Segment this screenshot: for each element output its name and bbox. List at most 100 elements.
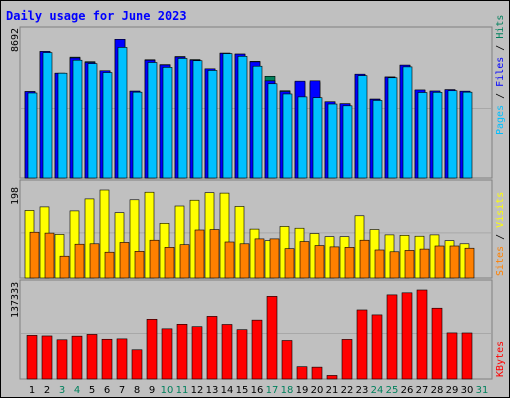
legend-kbytes: KBytes	[495, 341, 506, 377]
bar-kbytes-22	[341, 339, 353, 380]
bar-kbytes-29	[446, 332, 458, 380]
day-label-3: 3	[59, 385, 65, 396]
bar-pages-28	[432, 92, 443, 179]
bar-pages-10	[162, 67, 173, 179]
bar-pages-23	[357, 75, 368, 179]
bar-pages-3	[57, 72, 68, 179]
bar-pages-21	[327, 103, 338, 179]
legend-hits: Hits	[495, 15, 506, 39]
bar-sites-4	[74, 243, 85, 279]
bar-sites-22	[344, 247, 355, 279]
day-label-29: 29	[446, 385, 459, 396]
bar-kbytes-3	[56, 339, 68, 380]
bar-kbytes-26	[401, 292, 413, 380]
bar-sites-18	[284, 248, 295, 279]
bar-kbytes-25	[386, 294, 398, 380]
day-label-30: 30	[461, 385, 474, 396]
bar-sites-30	[464, 247, 475, 279]
day-label-31: 31	[476, 385, 489, 396]
bar-kbytes-7	[116, 338, 128, 380]
day-label-16: 16	[251, 385, 264, 396]
bar-pages-1	[27, 92, 38, 179]
bar-sites-29	[449, 245, 460, 279]
day-label-19: 19	[296, 385, 309, 396]
day-label-5: 5	[89, 385, 95, 396]
bar-kbytes-16	[251, 319, 263, 380]
legend-bottom: KBytes	[495, 341, 506, 377]
day-label-22: 22	[341, 385, 354, 396]
bar-pages-30	[462, 91, 473, 179]
bar-kbytes-1	[26, 335, 38, 380]
bar-sites-11	[179, 244, 190, 279]
bar-kbytes-30	[461, 332, 473, 380]
bar-sites-20	[314, 245, 325, 279]
bar-visits-5	[84, 198, 95, 279]
day-label-23: 23	[356, 385, 369, 396]
day-label-14: 14	[221, 385, 234, 396]
bar-sites-26	[404, 250, 415, 279]
bar-pages-24	[372, 100, 383, 179]
day-label-10: 10	[161, 385, 174, 396]
bar-pages-22	[342, 105, 353, 179]
bar-pages-8	[132, 91, 143, 179]
bar-kbytes-6	[101, 338, 113, 380]
bar-sites-24	[374, 249, 385, 279]
bar-kbytes-20	[311, 366, 323, 380]
bar-visits-9	[144, 191, 155, 279]
bar-kbytes-23	[356, 309, 368, 380]
bar-sites-3	[59, 255, 70, 279]
chart-title: Daily usage for June 2023	[6, 9, 187, 23]
day-label-11: 11	[176, 385, 189, 396]
bar-sites-2	[44, 232, 55, 279]
bar-visits-11	[174, 205, 185, 279]
bar-sites-25	[389, 251, 400, 279]
day-label-9: 9	[149, 385, 155, 396]
bar-kbytes-15	[236, 329, 248, 380]
bar-pages-7	[117, 47, 128, 179]
bar-kbytes-21	[326, 375, 338, 380]
day-label-7: 7	[119, 385, 125, 396]
bar-kbytes-10	[161, 328, 173, 380]
legend-pages: Pages	[495, 105, 506, 135]
bar-kbytes-28	[431, 307, 443, 380]
bar-kbytes-24	[371, 314, 383, 380]
bar-sites-9	[149, 239, 160, 279]
bar-pages-18	[282, 93, 293, 179]
bar-kbytes-9	[146, 319, 158, 380]
legend-sites: Sites	[495, 246, 506, 276]
legend-visits: Visits	[495, 192, 506, 228]
legend-middle: Sites / Visits	[495, 192, 506, 276]
day-label-21: 21	[326, 385, 339, 396]
bar-pages-29	[447, 90, 458, 179]
bar-pages-2	[42, 52, 53, 179]
day-label-12: 12	[191, 385, 204, 396]
day-label-25: 25	[386, 385, 399, 396]
bar-kbytes-8	[131, 349, 143, 380]
day-label-18: 18	[281, 385, 294, 396]
day-label-6: 6	[104, 385, 110, 396]
bar-pages-6	[102, 72, 113, 179]
day-label-2: 2	[44, 385, 50, 396]
bar-kbytes-18	[281, 340, 293, 380]
bar-sites-16	[254, 238, 265, 279]
bar-kbytes-11	[176, 324, 188, 380]
bar-pages-17	[267, 83, 278, 179]
bar-pages-14	[222, 53, 233, 179]
bar-kbytes-27	[416, 289, 428, 380]
bar-sites-23	[359, 239, 370, 279]
bar-kbytes-13	[206, 316, 218, 380]
bar-pages-13	[207, 70, 218, 179]
bar-kbytes-4	[71, 335, 83, 380]
bar-sites-1	[29, 231, 40, 279]
day-label-13: 13	[206, 385, 219, 396]
bars	[24, 39, 475, 380]
day-label-20: 20	[311, 385, 324, 396]
day-label-8: 8	[134, 385, 140, 396]
bar-sites-28	[434, 245, 445, 279]
bar-pages-27	[417, 92, 428, 179]
bar-pages-19	[297, 96, 308, 179]
day-label-15: 15	[236, 385, 249, 396]
bar-kbytes-12	[191, 326, 203, 380]
bar-sites-19	[299, 241, 310, 279]
